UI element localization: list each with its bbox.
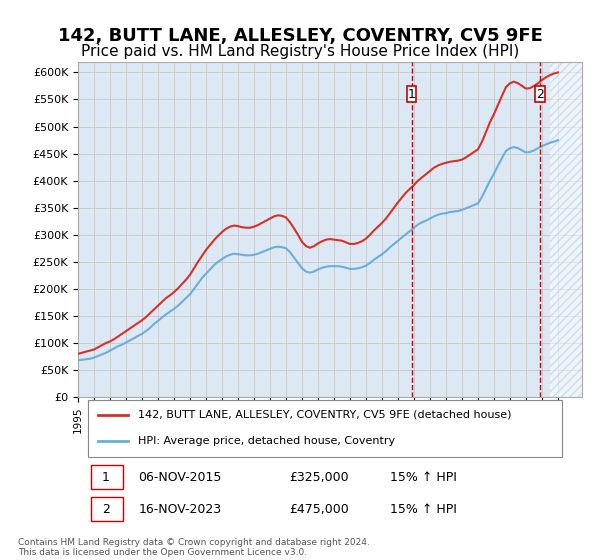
Text: 16-NOV-2023: 16-NOV-2023 [139, 503, 221, 516]
Text: £325,000: £325,000 [290, 470, 349, 483]
Text: £475,000: £475,000 [290, 503, 349, 516]
FancyBboxPatch shape [88, 400, 562, 457]
Text: 2: 2 [102, 503, 110, 516]
FancyBboxPatch shape [91, 465, 124, 489]
Text: Contains HM Land Registry data © Crown copyright and database right 2024.
This d: Contains HM Land Registry data © Crown c… [18, 538, 370, 557]
Text: 1: 1 [102, 470, 110, 483]
Text: 2: 2 [536, 87, 544, 101]
FancyBboxPatch shape [535, 86, 545, 102]
Text: 15% ↑ HPI: 15% ↑ HPI [391, 503, 457, 516]
Text: Price paid vs. HM Land Registry's House Price Index (HPI): Price paid vs. HM Land Registry's House … [81, 44, 519, 59]
Text: HPI: Average price, detached house, Coventry: HPI: Average price, detached house, Cove… [139, 436, 395, 446]
Text: 06-NOV-2015: 06-NOV-2015 [139, 470, 222, 483]
Text: 142, BUTT LANE, ALLESLEY, COVENTRY, CV5 9FE (detached house): 142, BUTT LANE, ALLESLEY, COVENTRY, CV5 … [139, 410, 512, 420]
FancyBboxPatch shape [91, 497, 124, 521]
FancyBboxPatch shape [407, 86, 416, 102]
Text: 1: 1 [407, 87, 416, 101]
Bar [550, 62, 582, 397]
Text: 142, BUTT LANE, ALLESLEY, COVENTRY, CV5 9FE: 142, BUTT LANE, ALLESLEY, COVENTRY, CV5 … [58, 27, 542, 45]
Text: 15% ↑ HPI: 15% ↑ HPI [391, 470, 457, 483]
